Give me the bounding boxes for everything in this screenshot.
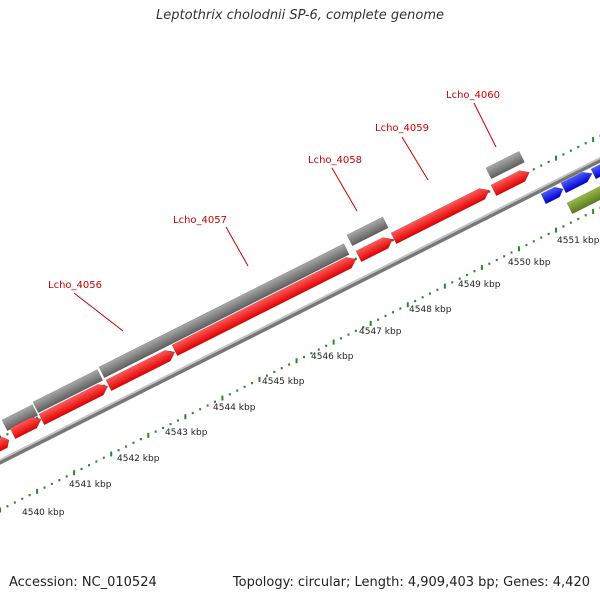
other-cds-arrow [560, 171, 593, 194]
gene-block-shape [1, 404, 39, 432]
scale-label: 4542 kbp [117, 454, 160, 464]
scale-label: 4551 kbp [557, 236, 600, 246]
backbone-line [0, 156, 600, 462]
cds-arrow-lcho-4058 [355, 237, 394, 263]
other-cds-arrow-shape [540, 186, 564, 205]
gene-block-lcho-4056 [32, 369, 104, 414]
cds-arrow-lcho-4057-shape [171, 257, 357, 357]
cds-arrow-shape [105, 350, 176, 392]
gene-block-lcho-4060-shape [485, 150, 525, 180]
other-cds-arrow [540, 186, 564, 205]
scale-label: 4548 kbp [409, 305, 452, 315]
cds-arrow-lcho-4059-shape [390, 188, 490, 245]
gene-label-leader [473, 102, 497, 148]
other-cds-arrow-shape [590, 162, 600, 180]
misc-feature-block-shape [566, 180, 600, 215]
cds-arrow-lcho-4059 [390, 188, 490, 245]
gene-block-lcho-4058 [346, 216, 389, 247]
gene-block-lcho-4058-shape [346, 216, 389, 247]
cds-arrow-lcho-4060-shape [490, 170, 530, 197]
scale-label: 4546 kbp [311, 352, 354, 362]
cds-arrow [9, 416, 42, 440]
scale-label: 4544 kbp [213, 403, 256, 413]
misc-feature-block [566, 180, 600, 215]
gene-block-lcho-4056-shape [32, 369, 104, 414]
scale-label: 4540 kbp [22, 508, 65, 518]
gene-label: Lcho_4057 [173, 215, 227, 226]
cds-arrow-lcho-4060 [490, 170, 530, 197]
cds-arrow-shape [9, 416, 42, 440]
gene-block-lcho-4060 [485, 150, 525, 180]
scale-label: 4550 kbp [508, 258, 551, 268]
gene-label: Lcho_4058 [308, 155, 362, 166]
gene-label: Lcho_4060 [446, 90, 500, 101]
gene-label-leader [225, 226, 249, 267]
gene-label-leader [331, 167, 358, 212]
backbone-line-shadow [0, 157, 600, 465]
scale-label: 4543 kbp [165, 428, 208, 438]
cds-arrow-lcho-4057 [171, 257, 357, 357]
cds-arrow-lcho-4056-shape [38, 384, 109, 426]
cds-arrow-shape [0, 436, 10, 454]
gene-label-leader [73, 292, 124, 332]
other-cds-arrow-shape [560, 171, 593, 194]
map-title: Leptothrix cholodnii SP-6, complete geno… [156, 8, 444, 23]
cds-arrow-lcho-4056 [38, 384, 109, 426]
scale-label: 4541 kbp [69, 480, 112, 490]
cds-arrow [0, 436, 10, 454]
scale-label: 4549 kbp [458, 280, 501, 290]
cds-arrow [105, 350, 176, 392]
gene-label: Lcho_4059 [375, 123, 429, 134]
gene-label-leader [401, 136, 429, 181]
gene-label: Lcho_4056 [48, 280, 102, 291]
accession-text: Accession: NC_010524 [9, 575, 157, 590]
other-cds-arrow [590, 162, 600, 180]
scale-label: 4545 kbp [262, 377, 305, 387]
gene-block [1, 404, 39, 432]
scale-label: 4547 kbp [359, 327, 402, 337]
gene-block-lcho-4057-shape [98, 243, 350, 379]
cds-arrow-lcho-4058-shape [355, 237, 394, 263]
gene-block-lcho-4057 [98, 243, 350, 379]
genome-summary-text: Topology: circular; Length: 4,909,403 bp… [232, 575, 590, 590]
